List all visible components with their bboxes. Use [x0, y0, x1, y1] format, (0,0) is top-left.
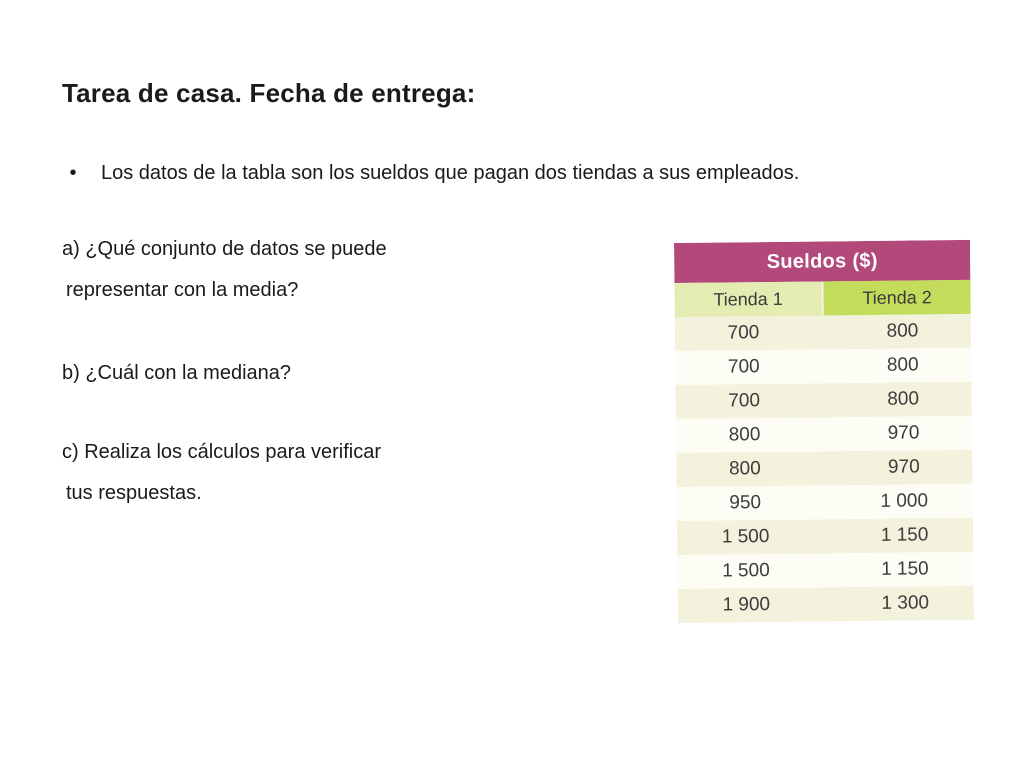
table-row: 700 800: [675, 347, 972, 385]
slide-title: Tarea de casa. Fecha de entrega:: [62, 78, 476, 108]
table-row: 1 500 1 150: [677, 551, 974, 589]
table-cell: 1 300: [881, 592, 930, 614]
question-c-line1: c) Realiza los cálculos para verificar: [62, 441, 382, 463]
table-row: 800 970: [675, 415, 973, 453]
table-cell: 800: [728, 424, 761, 446]
bullet-dot: •: [69, 162, 77, 184]
column-header-tienda-2: Tienda 2: [821, 279, 971, 316]
table-cell: 970: [887, 422, 920, 444]
table-cell: 1 150: [881, 558, 929, 580]
table-cell: 1 900: [722, 594, 771, 616]
table-body: 700 800 700 800 700 800 800 970 800 970 …: [674, 313, 974, 623]
table-cell: 1 500: [722, 560, 770, 582]
bullet-item: • Los datos de la tabla son los sueldos …: [62, 158, 862, 188]
question-c-line2: tus respuestas.: [66, 482, 202, 504]
table-cell: 800: [886, 320, 919, 342]
question-a-line2: representar con la media?: [66, 279, 299, 301]
table-row: 1 900 1 300: [677, 585, 974, 623]
table-cell: 1 150: [880, 524, 929, 546]
table-row: 700 800: [674, 313, 972, 351]
table-column-headers: Tienda 1 Tienda 2: [674, 279, 971, 317]
table-cell: 950: [729, 492, 762, 514]
table-cell: 700: [727, 322, 760, 344]
table-cell: 700: [728, 390, 761, 412]
table-row: 1 500 1 150: [676, 517, 974, 555]
table-cell: 970: [887, 456, 920, 478]
table-row: 800 970: [676, 449, 973, 487]
column-header-tienda-1: Tienda 1: [674, 281, 822, 317]
bullet-text: Los datos de la tabla son los sueldos qu…: [101, 162, 800, 184]
question-b: b) ¿Cuál con la mediana?: [62, 362, 292, 384]
table-cell: 700: [727, 356, 760, 378]
question-a-line1: a) ¿Qué conjunto de datos se puede: [62, 238, 387, 260]
table-cell: 800: [728, 458, 761, 480]
table-row: 950 1 000: [676, 483, 973, 521]
table-cell: 800: [886, 354, 919, 376]
table-cell: 800: [887, 388, 920, 410]
table-cell: 1 500: [721, 526, 770, 548]
table-cell: 1 000: [880, 490, 929, 512]
table-title: Sueldos ($): [674, 239, 971, 283]
table-row: 700 800: [675, 381, 972, 419]
salary-table-image: Sueldos ($) Tienda 1 Tienda 2 700 800 70…: [674, 239, 974, 623]
